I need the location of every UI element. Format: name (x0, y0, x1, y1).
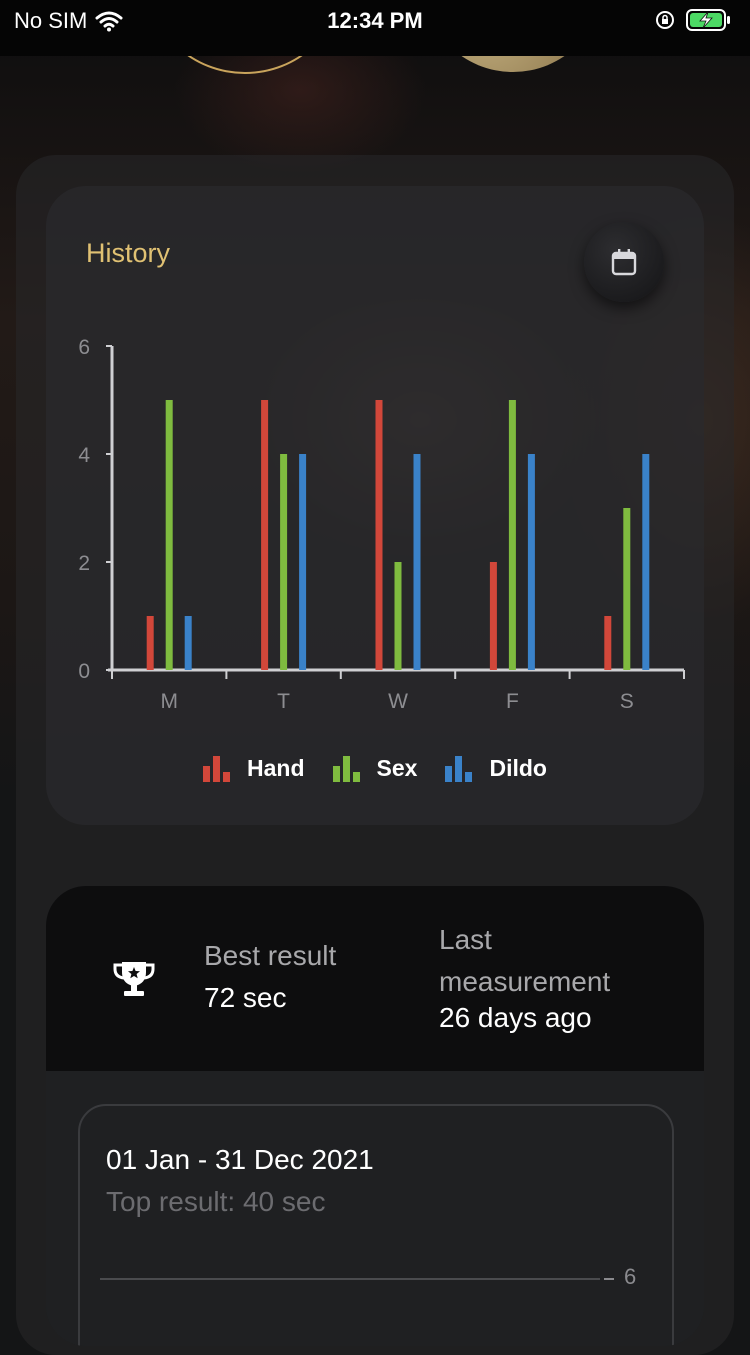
x-tick-label: F (506, 690, 519, 713)
history-title: History (86, 238, 171, 268)
y-tick-label: 4 (78, 444, 90, 467)
range-top-result: Top result: 40 sec (106, 1186, 326, 1217)
legend-label: Sex (376, 754, 418, 781)
orientation-lock-icon (656, 11, 674, 29)
x-tick-label: T (277, 690, 290, 713)
history-card: History 0 2 4 6 M T W F S Hand Sex Dildo (46, 186, 704, 825)
stats-summary: Best result 72 sec Last measurement 26 d… (46, 886, 704, 1071)
bar-chart-icon (445, 756, 473, 782)
bar-hand-f (489, 562, 497, 670)
bar-hand-w (375, 400, 383, 670)
legend-item-sex: Sex (332, 754, 418, 782)
bar-sex-s (623, 508, 631, 670)
stats-card: Best result 72 sec Last measurement 26 d… (46, 886, 704, 1346)
best-result-value: 72 sec (204, 982, 287, 1013)
x-tick-label: W (388, 690, 408, 713)
range-chart-tick (604, 1278, 614, 1280)
bar-dildo-w (413, 454, 421, 670)
trophy-icon (113, 962, 155, 996)
bar-sex-t (280, 454, 288, 670)
bar-chart-icon (203, 756, 231, 782)
bar-hand-s (604, 616, 612, 670)
history-chart: 0 2 4 6 M T W F S (78, 336, 685, 713)
range-card[interactable]: 01 Jan - 31 Dec 2021 Top result: 40 sec … (78, 1104, 674, 1346)
x-tick-label: S (620, 690, 634, 713)
bar-dildo-s (642, 454, 650, 670)
status-bar: No SIM 12:34 PM (0, 0, 750, 56)
battery-charging-icon (686, 9, 730, 31)
bar-sex-f (508, 400, 516, 670)
y-tick-label: 0 (78, 660, 90, 683)
y-tick-label: 6 (78, 336, 90, 359)
bar-sex-m (165, 400, 173, 670)
last-measurement-label: Last measurement (439, 924, 611, 997)
bar-dildo-m (184, 616, 192, 670)
bar-hand-m (146, 616, 154, 670)
bar-dildo-t (299, 454, 307, 670)
y-tick-label: 2 (78, 552, 90, 575)
legend-label: Hand (247, 754, 305, 781)
last-measurement-value: 26 days ago (439, 1002, 592, 1033)
legend-item-dildo: Dildo (445, 754, 547, 782)
chart-legend: Hand Sex Dildo (46, 754, 704, 782)
calendar-icon (611, 249, 637, 276)
bar-dildo-f (527, 454, 535, 670)
clock: 12:34 PM (327, 8, 423, 33)
wifi-icon (95, 11, 123, 32)
range-chart-tick-label: 6 (624, 1264, 637, 1289)
best-result-label: Best result (204, 940, 337, 971)
range-chart-gridline (100, 1278, 600, 1280)
bar-hand-t (261, 400, 269, 670)
bar-sex-w (394, 562, 402, 670)
carrier-label: No SIM (14, 8, 88, 33)
bar-chart-icon (332, 756, 360, 782)
x-tick-label: M (160, 690, 178, 713)
range-title: 01 Jan - 31 Dec 2021 (106, 1144, 374, 1175)
legend-label: Dildo (489, 754, 547, 781)
legend-item-hand: Hand (203, 754, 305, 782)
calendar-button[interactable] (584, 222, 664, 302)
